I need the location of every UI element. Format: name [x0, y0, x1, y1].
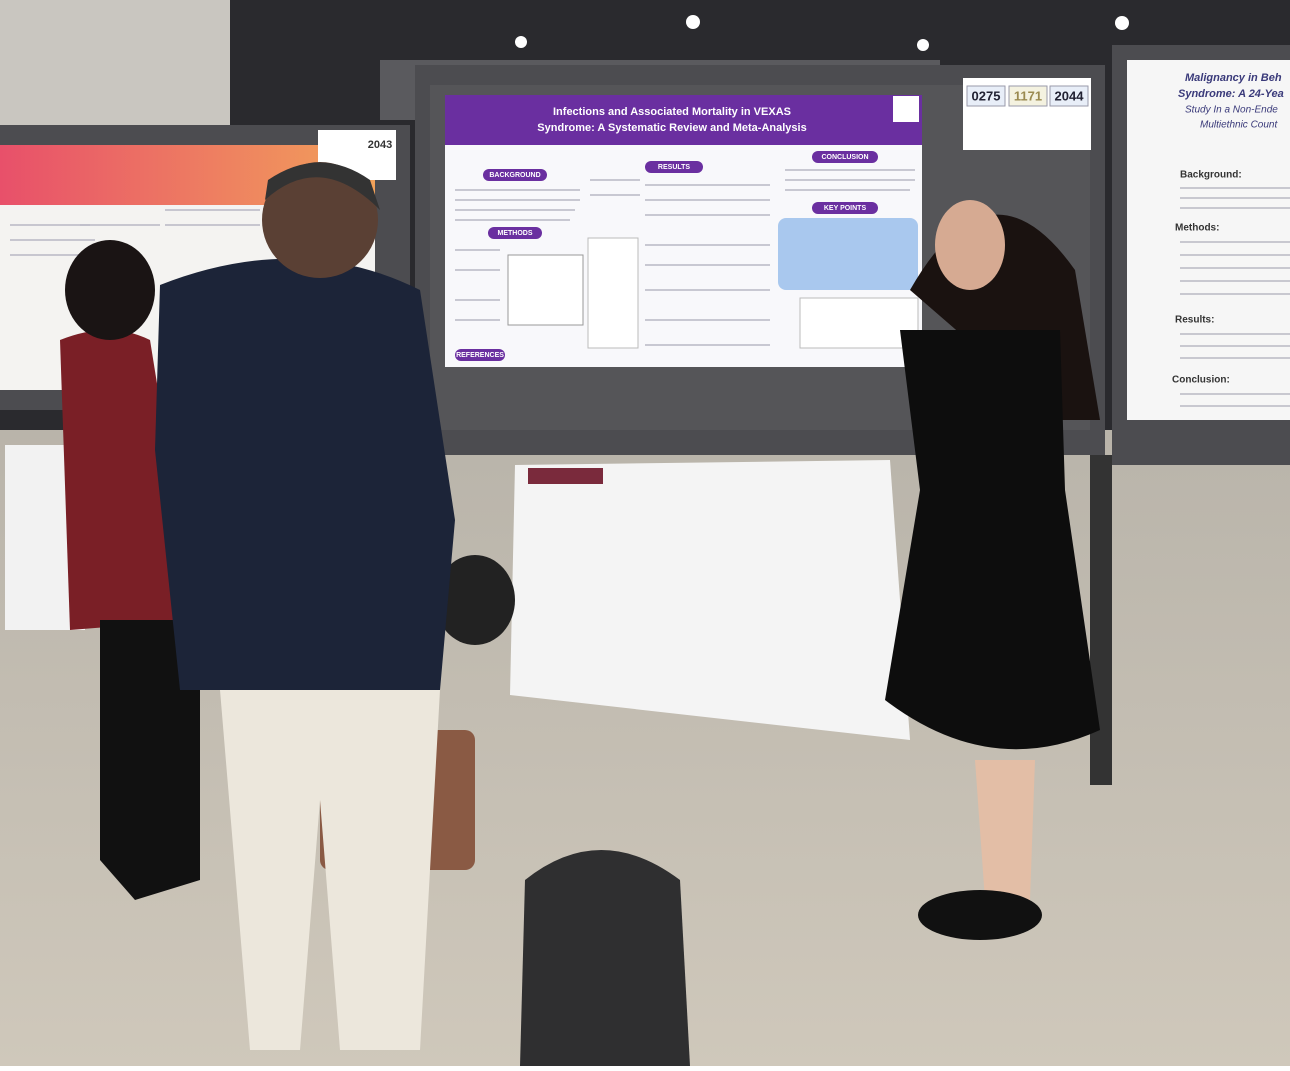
person-pants: [220, 690, 440, 1050]
person-jacket: [60, 330, 195, 630]
main-poster-header: [445, 95, 922, 145]
ceiling-light: [515, 36, 527, 48]
poster-title: Syndrome: A Systematic Review and Meta-A…: [537, 122, 806, 134]
ceiling-light: [917, 39, 929, 51]
poster-title: Syndrome: A 24-Yea: [1178, 88, 1284, 100]
section-heading: Background:: [1180, 170, 1242, 181]
section-pill: [488, 227, 542, 239]
flow-chart: [507, 254, 584, 326]
board-number: 2044: [1055, 88, 1085, 103]
bag: [435, 555, 515, 645]
poster-title: Multiethnic Count: [1200, 120, 1278, 131]
section-pill: [645, 161, 703, 173]
poster-text: [1180, 187, 1290, 407]
person-shoes: [918, 890, 1042, 940]
section-heading: Methods:: [1175, 223, 1219, 234]
person-head: [65, 240, 155, 340]
section-pill: [812, 202, 878, 214]
person-head: [262, 162, 378, 278]
ceiling-light: [1115, 16, 1129, 30]
section-heading: CONCLUSION: [821, 154, 868, 161]
section-pill: [812, 151, 878, 163]
forest-plot: [799, 297, 919, 349]
right-poster: [1127, 60, 1290, 420]
poster-text: [10, 209, 260, 256]
poster-title: Malignancy in Beh: [1185, 72, 1282, 84]
person-legs: [975, 760, 1035, 900]
key-points-box: [778, 218, 918, 290]
board-number-box: [966, 85, 1006, 107]
section-heading: BACKGROUND: [489, 172, 540, 179]
board-number-box: [1008, 85, 1048, 107]
person-dress: [885, 330, 1100, 750]
qr-code: [893, 96, 919, 122]
backpack: [520, 850, 690, 1066]
board-number: 2043: [368, 139, 392, 151]
table: [510, 460, 910, 740]
person-jacket: [155, 258, 455, 690]
poster-title: Study In a Non-Ende: [1185, 105, 1278, 116]
board-number: 0275: [972, 88, 1001, 103]
poster-title: Infections and Associated Mortality in V…: [553, 106, 791, 118]
board-leg: [1090, 455, 1112, 785]
section-heading: METHODS: [498, 230, 533, 237]
board-number: 1171: [1014, 88, 1042, 103]
board-number-box: [1049, 85, 1089, 107]
person-head: [935, 200, 1005, 290]
folder: [528, 468, 603, 484]
section-heading: Results:: [1175, 315, 1214, 326]
data-table: [587, 237, 639, 349]
section-heading: KEY POINTS: [824, 205, 867, 212]
section-heading: RESULTS: [658, 164, 690, 171]
person-hair: [265, 162, 380, 210]
section-pill: [455, 349, 505, 361]
poster-text: [455, 169, 915, 346]
ceiling-light: [686, 15, 700, 29]
person-pants: [100, 620, 200, 900]
section-pill: [483, 169, 547, 181]
section-heading: Conclusion:: [1172, 375, 1230, 386]
section-heading: REFERENCES: [456, 352, 504, 359]
